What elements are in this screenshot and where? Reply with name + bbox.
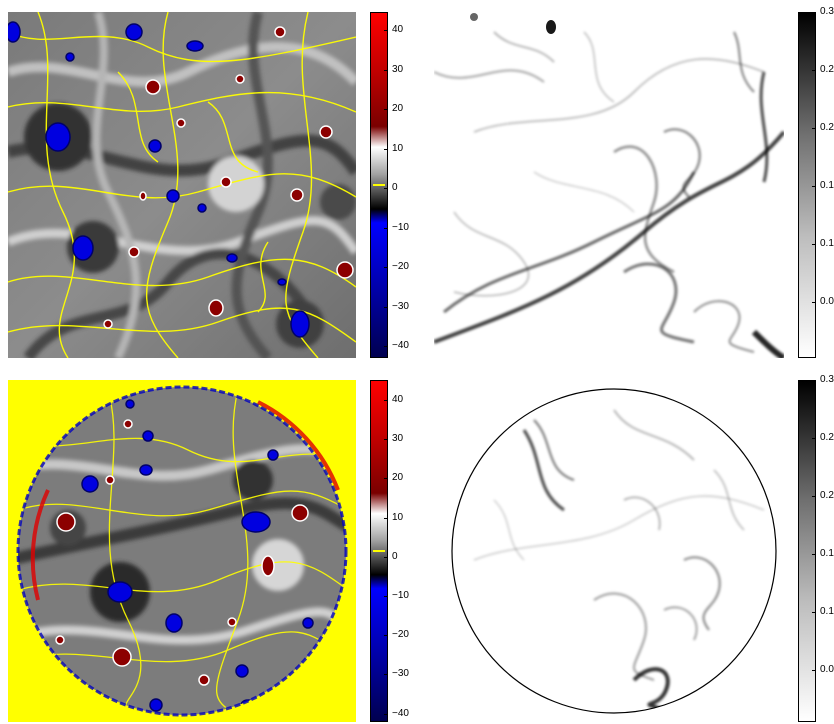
colorbar-tickmark	[384, 713, 388, 715]
colorbar-tick-label: 30	[392, 63, 404, 75]
colorbar-tick-label: 0.0	[820, 296, 834, 307]
colorbar-tickmark	[812, 380, 816, 381]
strain-panel-square	[434, 12, 784, 358]
colorbar-tick-label: 0	[392, 182, 398, 193]
colorbar-tickmark	[384, 596, 388, 597]
colorbar-tick-label: 40	[392, 394, 404, 405]
colorbar-tickmark	[812, 128, 816, 129]
colorbar-tick-label: 0.1	[820, 606, 834, 617]
vorticity-colorbar-disk: 40 30 20 10 0 −10 −20 −30 −40	[370, 380, 430, 722]
colorbar-tickmark	[812, 670, 816, 671]
vorticity-field-square	[8, 12, 356, 358]
colorbar-tick-label: 0.2	[820, 490, 834, 501]
colorbar-tickmark	[812, 554, 816, 555]
strain-colorbar-disk: 0.3 0.2 0.2 0.1 0.1 0.0	[798, 375, 834, 722]
colorbar-tickmark	[384, 478, 388, 480]
colorbar-tick-label: 0.2	[820, 64, 834, 75]
colorbar-tickmark	[384, 635, 388, 637]
colorbar-tick-label: 20	[392, 472, 404, 484]
colorbar-tickmark	[812, 12, 816, 13]
vorticity-field-disk	[8, 380, 356, 722]
colorbar-tick-label: −20	[392, 261, 409, 272]
colorbar-tickmark	[384, 400, 388, 401]
colorbar-tick-label: −40	[392, 340, 409, 351]
colorbar-tick-label: 0.2	[820, 432, 834, 443]
colorbar-tick-label: 0.1	[820, 548, 834, 559]
colorbar-tickmark	[384, 109, 388, 110]
colorbar-tick-label: 0.3	[820, 374, 834, 385]
colorbar-tickmark	[812, 612, 816, 613]
strain-field-disk	[434, 380, 784, 722]
colorbar-tick-label: −40	[392, 707, 409, 719]
colorbar-tickmark	[812, 496, 816, 497]
colorbar-tick-label: −10	[392, 221, 409, 233]
colorbar-tick-label: 20	[392, 103, 404, 114]
vorticity-panel-square	[8, 12, 356, 358]
strain-colorbar-square: 0.3 0.2 0.2 0.1 0.1 0.0	[798, 7, 834, 358]
colorbar-tickmark	[384, 517, 388, 519]
zero-marker	[373, 550, 385, 552]
colorbar-tick-label: 0	[392, 550, 398, 562]
colorbar-tickmark	[384, 69, 388, 71]
colorbar-tick-label: 0.0	[820, 664, 834, 675]
colorbar-tickmark	[812, 244, 816, 245]
colorbar-tickmark	[384, 148, 388, 150]
colorbar-tickmark	[384, 267, 388, 268]
colorbar-tickmark	[812, 302, 816, 303]
colorbar-tick-label: 30	[392, 433, 404, 445]
colorbar-tick-label: 10	[392, 142, 404, 154]
colorbar-tick-label: 0.2	[820, 122, 834, 133]
colorbar-tick-label: −30	[392, 300, 409, 312]
colorbar-tick-label: 0.3	[820, 6, 834, 17]
colorbar-tick-label: 0.1	[820, 180, 834, 191]
strain-field-square	[434, 12, 784, 358]
colorbar-tickmark	[384, 674, 388, 676]
colorbar-tickmark	[384, 227, 388, 229]
colorbar-tickmark	[384, 30, 388, 31]
colorbar-tickmark	[812, 186, 816, 187]
colorbar-tick-label: 10	[392, 511, 404, 523]
vorticity-panel-disk	[8, 380, 356, 722]
colorbar-tickmark	[812, 70, 816, 71]
zero-marker	[373, 184, 385, 186]
colorbar-tickmark	[384, 439, 388, 441]
colorbar-tickmark	[384, 306, 388, 308]
colorbar-tickmark	[384, 556, 388, 558]
colorbar-tick-label: −20	[392, 629, 409, 641]
colorbar-tick-label: −10	[392, 590, 409, 601]
strain-panel-disk	[434, 380, 784, 722]
colorbar-tick-label: 40	[392, 24, 404, 35]
colorbar-tickmark	[384, 346, 388, 347]
colorbar-tickmark	[812, 438, 816, 439]
vorticity-colorbar-square: 40 30 20 10 0 −10 −20 −30 −40	[370, 12, 430, 358]
colorbar-tick-label: −30	[392, 668, 409, 680]
colorbar-tickmark	[384, 188, 388, 189]
colorbar-tick-label: 0.1	[820, 238, 834, 249]
